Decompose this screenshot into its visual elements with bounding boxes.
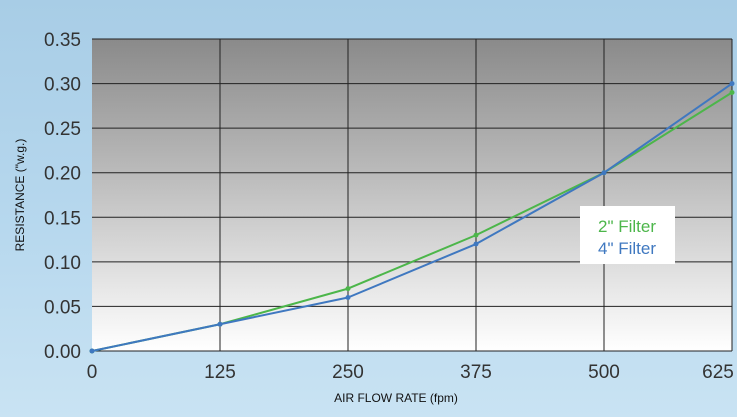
series-line-4-inch	[91, 82, 733, 352]
plot-area	[92, 39, 732, 351]
legend-label-2-inch: 2" Filter	[598, 217, 656, 236]
data-point-4-inch	[217, 321, 223, 327]
y-tick-label: 0.00	[44, 342, 81, 363]
y-axis-title: RESISTANCE ("w.g.)	[13, 139, 27, 252]
data-point-2-inch	[473, 232, 479, 238]
y-tick-label: 0.25	[44, 119, 81, 140]
x-axis-title: AIR FLOW RATE (fpm)	[334, 391, 458, 405]
data-point-4-inch	[729, 81, 735, 87]
y-tick-label: 0.05	[44, 297, 81, 318]
data-point-2-inch	[729, 89, 735, 95]
x-tick-label: 0	[87, 362, 98, 383]
y-tick-label: 0.15	[44, 208, 81, 229]
y-tick-label: 0.35	[44, 30, 81, 51]
y-tick-label: 0.10	[44, 253, 81, 274]
series-layer	[89, 81, 735, 354]
x-tick-label: 125	[204, 362, 236, 383]
grid	[92, 38, 733, 352]
y-tick-label: 0.30	[44, 75, 81, 96]
x-tick-labels: 0 125 250 375 500 625	[87, 362, 734, 383]
y-tick-labels: 0.00 0.05 0.10 0.15 0.20 0.25 0.30 0.35	[44, 30, 81, 363]
legend-label-4-inch: 4" Filter	[598, 239, 656, 258]
data-point-4-inch	[601, 170, 607, 176]
data-point-4-inch	[89, 348, 95, 354]
data-point-4-inch	[345, 295, 351, 301]
x-tick-label: 500	[588, 362, 620, 383]
legend: 2" Filter 4" Filter	[580, 206, 675, 264]
data-point-2-inch	[345, 286, 351, 292]
x-tick-label: 625	[702, 362, 734, 383]
x-tick-label: 250	[332, 362, 364, 383]
data-point-4-inch	[473, 241, 479, 247]
y-tick-label: 0.20	[44, 164, 81, 185]
legend-box	[580, 206, 675, 264]
x-tick-label: 375	[460, 362, 492, 383]
